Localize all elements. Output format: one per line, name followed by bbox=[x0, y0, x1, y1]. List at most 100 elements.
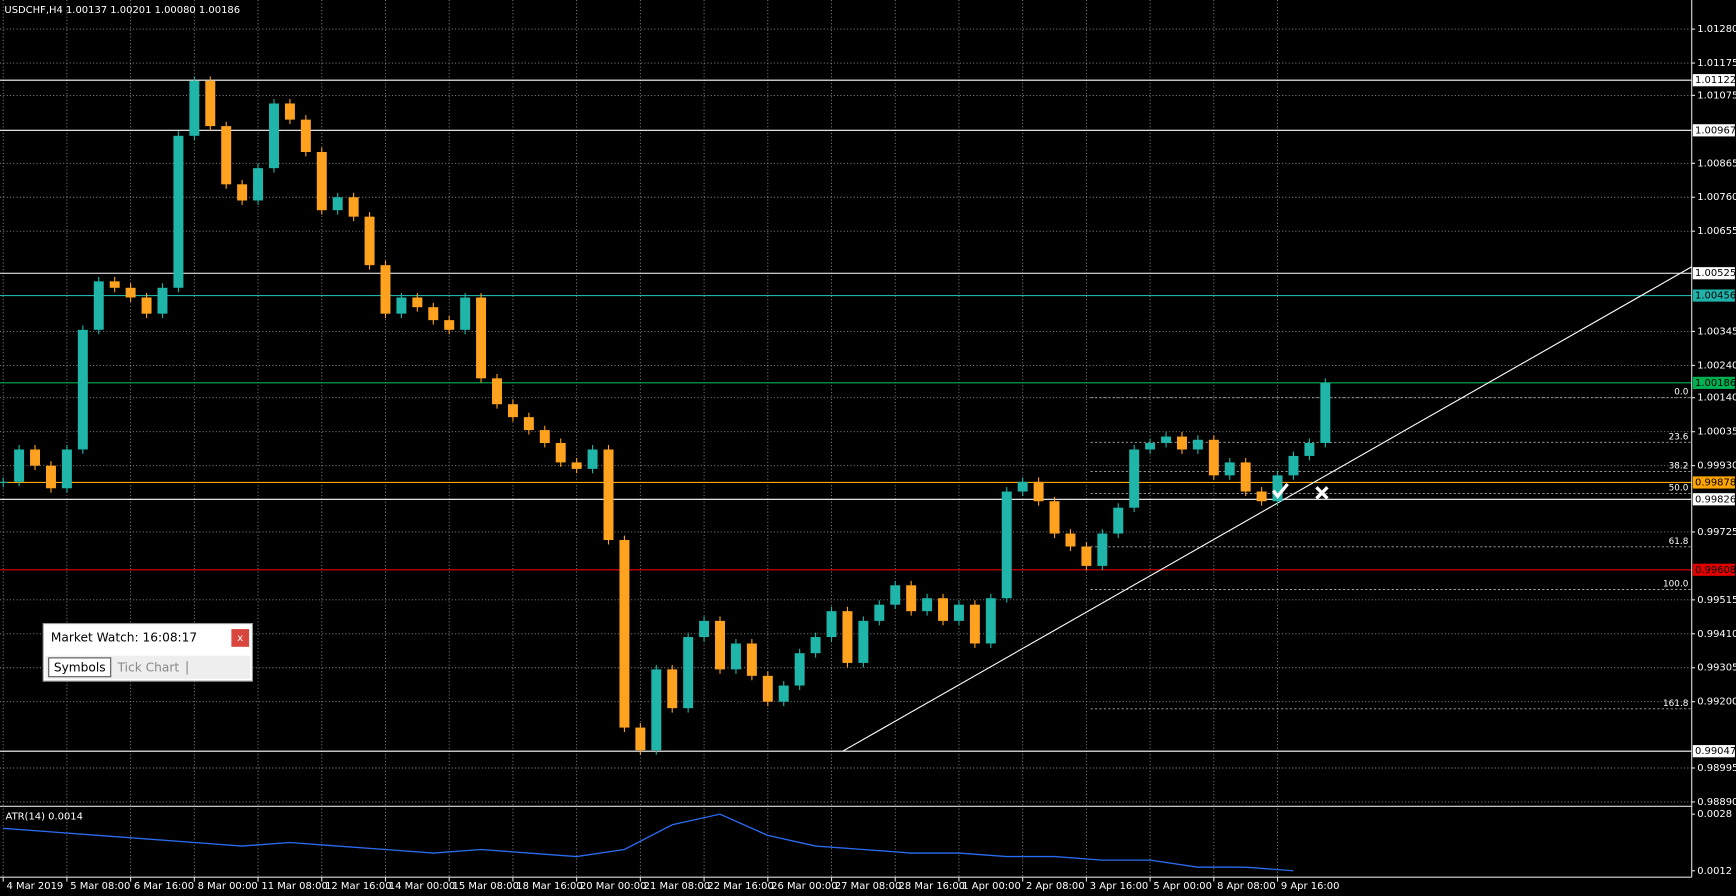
candle-body bbox=[348, 197, 359, 217]
x-tick-label: 8 Mar 00:00 bbox=[198, 881, 258, 892]
candle-body bbox=[858, 620, 869, 663]
y-tick-label: 0.98890 bbox=[1697, 797, 1736, 808]
x-tick-label: 27 Mar 08:00 bbox=[835, 881, 901, 892]
x-tick-label: 2 Apr 08:00 bbox=[1026, 881, 1085, 892]
y-tick-label: 1.00655 bbox=[1697, 226, 1736, 237]
candle-body bbox=[667, 669, 678, 709]
candle-body bbox=[1033, 481, 1044, 502]
indicator-name: ATR(14) 0.0014 bbox=[6, 811, 83, 822]
x-tick-label: 15 Mar 08:00 bbox=[453, 881, 519, 892]
candle-body bbox=[61, 449, 72, 489]
y-tick-label: 1.00140 bbox=[1697, 393, 1736, 404]
level-box bbox=[1692, 476, 1735, 489]
y-tick-label: 0.99725 bbox=[1697, 527, 1736, 538]
candle-body bbox=[1304, 443, 1315, 456]
x-tick-label: 5 Apr 00:00 bbox=[1153, 881, 1212, 892]
candle-body bbox=[922, 598, 933, 612]
fib-label: 23.6 bbox=[1669, 432, 1689, 442]
level-box bbox=[1692, 267, 1735, 280]
y-tick-label: 1.00865 bbox=[1697, 158, 1736, 169]
candle-body bbox=[1320, 382, 1331, 444]
candle-body bbox=[93, 281, 104, 330]
tab-label[interactable]: Symbols bbox=[54, 660, 106, 674]
candle-body bbox=[444, 320, 455, 330]
level-label: 1.01122 bbox=[1695, 75, 1736, 86]
candle-body bbox=[746, 643, 757, 676]
market-watch-window[interactable]: Market Watch: 16:08:17 x Symbols Tick Ch… bbox=[42, 622, 253, 682]
close-button[interactable] bbox=[231, 629, 250, 647]
level-label: 0.99826 bbox=[1695, 494, 1736, 505]
candle-body bbox=[969, 604, 980, 644]
y-tick-label: 0.99305 bbox=[1697, 663, 1736, 674]
level-label: 0.99608 bbox=[1695, 565, 1736, 576]
candle-body bbox=[269, 103, 279, 169]
candle-body bbox=[507, 404, 518, 418]
candle-body bbox=[523, 417, 534, 431]
candle-body bbox=[571, 462, 582, 469]
axes: 1.01280 1.01175 1.01075 1.00865 1.00760 1.006… bbox=[2, 24, 1736, 892]
candle-body bbox=[826, 611, 837, 638]
x-tick-label: 5 Mar 08:00 bbox=[70, 881, 130, 892]
candle-body bbox=[253, 168, 264, 201]
level-label: 1.00967 bbox=[1695, 125, 1736, 136]
x-tick-label: 21 Mar 08:00 bbox=[644, 881, 710, 892]
candle-body bbox=[284, 103, 295, 120]
candle-body bbox=[1081, 546, 1092, 566]
candle-body bbox=[730, 643, 741, 670]
x-tick-label: 6 Mar 16:00 bbox=[134, 881, 194, 892]
candle-body bbox=[316, 151, 327, 211]
tab-active[interactable] bbox=[48, 657, 112, 678]
y-tick-label: 1.00035 bbox=[1697, 427, 1736, 438]
close-label[interactable]: x bbox=[237, 633, 243, 644]
candle-body bbox=[1256, 491, 1267, 502]
y-tick-label: 0.98995 bbox=[1697, 763, 1736, 774]
fib-label: 0.0 bbox=[1674, 388, 1688, 398]
tab-label[interactable]: Tick Chart bbox=[117, 660, 180, 674]
candle-body bbox=[300, 119, 311, 152]
candle-body bbox=[539, 430, 550, 444]
candle-body bbox=[603, 449, 614, 541]
candle-body bbox=[428, 307, 439, 321]
candle-body bbox=[45, 465, 56, 489]
candle-body bbox=[985, 598, 996, 644]
candle-body bbox=[1113, 507, 1124, 534]
level-label: 1.00525 bbox=[1695, 268, 1736, 279]
y-tick-label: 0.99410 bbox=[1697, 629, 1736, 640]
candle-body bbox=[619, 540, 630, 728]
candle-body bbox=[332, 197, 343, 211]
candle-body bbox=[173, 135, 184, 288]
fib-label: 61.8 bbox=[1669, 537, 1689, 547]
candle-body bbox=[1145, 443, 1156, 450]
y-tick-label: 1.01175 bbox=[1697, 58, 1736, 69]
candle-body bbox=[953, 604, 964, 621]
level-box bbox=[1692, 124, 1735, 137]
candle-body bbox=[141, 297, 152, 314]
candle-body bbox=[1129, 449, 1140, 508]
x-tick-label: 3 Apr 16:00 bbox=[1090, 881, 1149, 892]
x-tick-label: 1 Apr 00:00 bbox=[962, 881, 1021, 892]
candle-body bbox=[906, 585, 917, 612]
candle-body bbox=[189, 80, 200, 136]
fib-label: 161.8 bbox=[1663, 699, 1689, 709]
candle-body bbox=[699, 620, 710, 638]
candle-body bbox=[1161, 436, 1172, 444]
candle-body bbox=[1272, 475, 1283, 502]
x-tick-label: 4 Mar 2019 bbox=[7, 881, 64, 892]
candle-body bbox=[1240, 462, 1251, 492]
candle-body bbox=[874, 604, 885, 621]
x-tick-label: 18 Mar 16:00 bbox=[516, 881, 582, 892]
candle-body bbox=[125, 287, 136, 298]
candle-body bbox=[715, 620, 725, 670]
plot: 0.0 23.6 38.2 50.0 61.8 100.0 161.8 bbox=[0, 76, 1692, 872]
level-label: 0.99047 bbox=[1695, 746, 1736, 757]
candle-body bbox=[1224, 462, 1235, 476]
candle-body bbox=[1001, 491, 1012, 599]
candle-body bbox=[0, 481, 9, 483]
y-tick-label: 0.0028 bbox=[1697, 809, 1732, 820]
candle-body bbox=[842, 611, 853, 663]
candle-body bbox=[492, 378, 502, 405]
trendline bbox=[842, 266, 1692, 752]
candle-body bbox=[683, 637, 694, 709]
candle-body bbox=[237, 184, 248, 201]
